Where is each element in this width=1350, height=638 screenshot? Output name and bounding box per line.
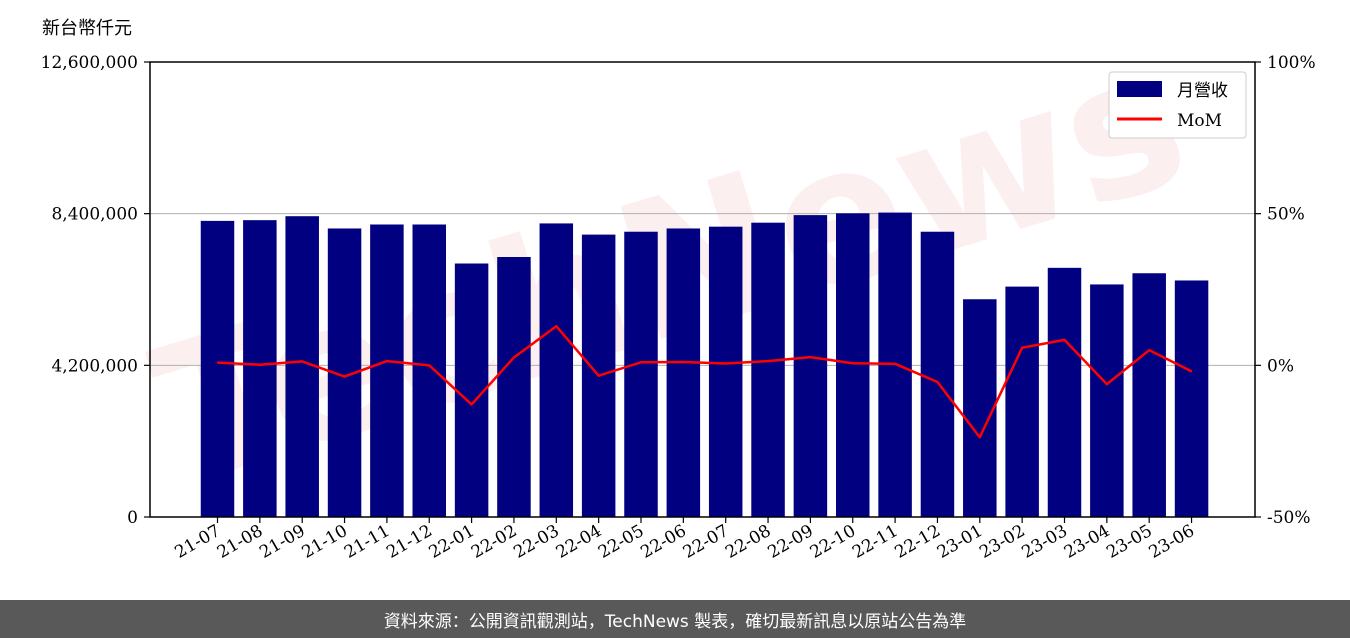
mom-point-23-01: [979, 436, 981, 439]
mom-point-21-11: [386, 360, 388, 362]
mom-point-23-06: [1190, 370, 1193, 373]
mom-point-23-05: [1148, 349, 1150, 351]
x-axis: 21-0721-0821-0921-1021-1121-1222-0122-02…: [172, 517, 1198, 563]
x-tick-label: 23-01: [934, 521, 986, 563]
left-tick-label: 4,200,000: [51, 356, 138, 376]
bar-22-09: [793, 215, 828, 517]
left-y-axis: 0 4,200,000 8,400,000 12,600,000: [41, 53, 150, 528]
x-tick-label: 22-04: [553, 521, 605, 563]
mom-point-21-07: [216, 361, 219, 364]
mom-point-22-12: [936, 381, 939, 383]
mom-point-22-05: [640, 361, 642, 364]
mom-point-21-10: [343, 375, 346, 378]
x-tick-label: 23-02: [976, 521, 1028, 563]
bar-23-04: [1090, 284, 1124, 517]
x-tick-label: 22-10: [807, 521, 859, 563]
bar-22-08: [751, 222, 785, 517]
bar-23-03: [1047, 267, 1082, 517]
bar-series: [200, 212, 1209, 518]
x-tick-label: 23-06: [1146, 521, 1198, 563]
x-tick-label: 21-12: [383, 521, 435, 563]
x-tick-label: 22-06: [637, 521, 689, 563]
bar-21-08: [243, 220, 277, 517]
bar-23-06: [1174, 280, 1209, 517]
mom-point-21-12: [428, 364, 431, 367]
mom-point-22-07: [724, 362, 727, 365]
plot-frame: [149, 61, 1256, 518]
mom-point-22-06: [682, 361, 685, 363]
right-tick-label: -50%: [1267, 508, 1311, 528]
x-tick-label: 22-03: [510, 521, 562, 563]
bar-22-02: [497, 257, 531, 517]
bar-21-07: [200, 220, 235, 517]
x-tick-label: 22-12: [892, 521, 944, 563]
mom-point-22-04: [597, 374, 600, 377]
legend-label-revenue: 月營收: [1177, 81, 1228, 101]
left-tick-label: 12,600,000: [41, 53, 138, 73]
mom-point-22-01: [470, 403, 473, 406]
bar-22-06: [666, 228, 701, 517]
x-tick-label: 22-11: [849, 521, 901, 563]
mom-point-22-11: [894, 363, 896, 365]
mom-point-22-09: [809, 356, 812, 358]
x-tick-label: 21-11: [341, 521, 393, 563]
left-tick-label: 0: [127, 508, 138, 528]
bar-23-05: [1132, 273, 1166, 517]
x-tick-label: 23-04: [1061, 521, 1113, 563]
legend: 月營收 MoM: [1108, 71, 1247, 139]
x-tick-label: 22-02: [468, 521, 520, 563]
x-tick-label: 22-07: [680, 521, 732, 563]
bar-23-02: [1005, 286, 1039, 517]
right-y-axis: -50% 0% 50% 100%: [1255, 53, 1316, 528]
x-tick-label: 21-08: [214, 521, 266, 563]
bar-23-01: [963, 299, 997, 517]
mom-point-23-02: [1021, 346, 1023, 349]
mom-point-22-02: [513, 356, 515, 359]
x-tick-label: 22-01: [426, 521, 478, 563]
bar-22-12: [920, 231, 955, 517]
bar-22-10: [836, 213, 870, 518]
x-tick-label: 22-09: [764, 521, 816, 563]
bar-22-03: [539, 223, 574, 517]
bar-21-12: [412, 224, 446, 517]
mom-point-21-09: [301, 360, 304, 363]
left-tick-label: 8,400,000: [51, 205, 138, 225]
bar-22-05: [624, 231, 658, 517]
mom-point-22-10: [851, 362, 854, 365]
legend-bar-swatch: [1117, 81, 1162, 97]
bar-22-07: [708, 226, 743, 517]
x-tick-label: 22-08: [722, 521, 774, 563]
mom-point-21-08: [259, 363, 261, 366]
y-axis-unit-label: 新台幣仟元: [42, 18, 132, 39]
x-tick-label: 23-05: [1103, 521, 1155, 563]
x-tick-label: 23-03: [1019, 521, 1071, 563]
x-tick-label: 21-09: [256, 521, 308, 563]
mom-point-22-03: [555, 325, 558, 328]
x-tick-label: 22-05: [595, 521, 647, 563]
bar-21-11: [370, 224, 404, 517]
legend-label-mom: MoM: [1177, 111, 1222, 131]
mom-point-22-08: [767, 360, 769, 362]
x-tick-label: 21-10: [299, 521, 351, 563]
mom-line: [217, 324, 1193, 439]
mom-point-23-04: [1106, 383, 1108, 385]
mom-line-series: [216, 324, 1193, 439]
right-tick-label: 100%: [1267, 53, 1316, 73]
right-tick-label: 50%: [1267, 205, 1305, 225]
right-tick-label: 0%: [1267, 356, 1294, 376]
source-footer: 資料來源：公開資訊觀測站，TechNews 製表，確切最新訊息以原站公告為準: [0, 600, 1350, 638]
mom-point-23-03: [1063, 339, 1066, 341]
